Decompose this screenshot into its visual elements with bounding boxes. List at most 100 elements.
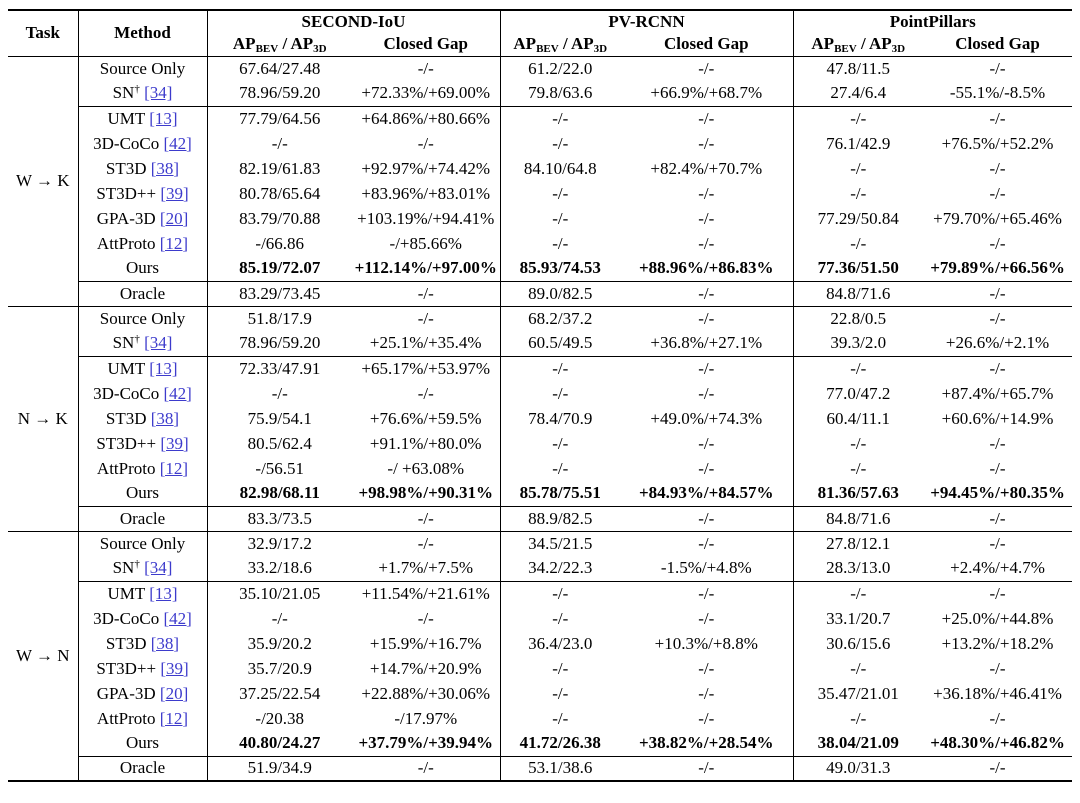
ap-label: AP — [811, 34, 835, 54]
citation-link[interactable]: [20] — [159, 683, 189, 703]
table-row: GPA-3D [20] 37.25/22.54 +22.88%/+30.06% -/-… — [8, 681, 1072, 706]
ap-sub-bev: BEV — [255, 43, 279, 56]
ap-value-cell: 80.5/62.4 — [206, 431, 352, 456]
method-cell: ST3D [38] — [77, 406, 207, 431]
method-cell: Source Only — [77, 56, 207, 81]
header-row-subcolumns: APBEV / AP3D Closed Gap APBEV / AP3D Clo… — [8, 33, 1073, 57]
citation-link[interactable]: [39] — [160, 658, 189, 678]
table-row: UMT [13] 35.10/21.05 +11.54%/+21.61% -/- -/-… — [8, 581, 1072, 606]
closed-gap-cell: +36.18%/+46.41% — [933, 683, 1062, 703]
ap-value-cell: -/- — [206, 131, 352, 156]
ap-value-cell: 83.79/70.88 — [206, 206, 352, 231]
method-label: ST3D++ — [96, 183, 157, 203]
citation-link[interactable]: [38] — [150, 158, 180, 178]
method-cell: UMT [13] — [77, 356, 207, 381]
closed-gap-cell: +10.3%/+8.8% — [654, 633, 758, 653]
column-header-task: Task — [8, 9, 78, 57]
ap-value-cell: 61.2/22.0 — [499, 56, 620, 81]
closed-gap-cell: +87.4%/+65.7% — [941, 383, 1054, 403]
citation-link[interactable]: [38] — [150, 633, 180, 653]
ap-value-cell: -/- — [499, 581, 620, 606]
closed-gap-cell: -/- — [698, 233, 715, 253]
closed-gap-cell: +92.97%/+74.42% — [361, 158, 491, 178]
table-row: ST3D++ [39] 35.7/20.9 +14.7%/+20.9% -/- -/- -… — [8, 656, 1072, 681]
citation-link[interactable]: [34] — [144, 558, 173, 578]
ap-sub-3d: 3D — [593, 43, 608, 56]
closed-gap-cell: +94.45%/+80.35% — [930, 483, 1065, 503]
closed-gap-cell: -/- — [698, 183, 715, 203]
ap-value-cell: 89.0/82.5 — [499, 280, 620, 307]
citation-link[interactable]: [34] — [144, 83, 173, 103]
citation-link[interactable]: [39] — [160, 433, 189, 453]
closed-gap-cell: -/- — [989, 183, 1006, 203]
method-label: UMT — [107, 108, 145, 128]
closed-gap-cell: -/- — [417, 533, 434, 553]
method-cell: ST3D++ [39] — [77, 181, 207, 206]
ap-sub-bev: BEV — [536, 43, 559, 56]
ap-label: / AP — [856, 34, 892, 54]
ap-value-cell: -/- — [499, 206, 620, 231]
citation-link[interactable]: [34] — [144, 333, 173, 353]
closed-gap-cell: +98.98%/+90.31% — [358, 483, 494, 503]
citation-link[interactable]: [13] — [149, 108, 178, 128]
citation-link[interactable]: [42] — [163, 383, 192, 403]
ap-value-cell: -/- — [499, 706, 620, 731]
citation-link[interactable]: [42] — [163, 608, 192, 628]
table-row: AttProto [12] -/56.51 -/ +63.08% -/- -/- -/- -… — [8, 456, 1072, 481]
table-body: W → K Source Only 67.64/27.48 -/- 61.2/22.0 -… — [8, 56, 1073, 782]
closed-gap-cell: +82.4%/+70.7% — [650, 158, 763, 178]
method-cell: Oracle — [77, 755, 207, 782]
subheader-ap-pointpillars: APBEV / AP3D — [792, 33, 924, 57]
ap-value-cell: 30.6/15.6 — [792, 631, 924, 656]
method-cell: AttProto [12] — [77, 456, 207, 481]
ap-value-cell: 32.9/17.2 — [206, 531, 352, 556]
table-row: AttProto [12] -/66.86 -/+85.66% -/- -/- -/- -/… — [8, 231, 1072, 256]
closed-gap-cell: -/- — [989, 433, 1006, 453]
method-label: 3D-CoCo — [93, 133, 160, 153]
ap-value-cell: 35.9/20.2 — [206, 631, 352, 656]
closed-gap-cell: -/- — [698, 608, 715, 628]
closed-gap-cell: -/- — [698, 683, 715, 703]
citation-link[interactable]: [12] — [159, 233, 189, 253]
closed-gap-cell: -/- — [923, 280, 1073, 307]
ap-sub-3d: 3D — [313, 43, 327, 56]
closed-gap-cell: -/- — [989, 308, 1006, 328]
closed-gap-cell: -/- — [352, 505, 500, 532]
ap-value-cell: 41.72/26.38 — [499, 731, 620, 756]
citation-link[interactable]: [12] — [159, 458, 189, 478]
citation-link[interactable]: [13] — [149, 583, 178, 603]
table-row: ST3D++ [39] 80.78/65.64 +83.96%/+83.01% -/-… — [8, 181, 1072, 206]
method-cell: 3D-CoCo [42] — [77, 131, 207, 156]
method-label: AttProto — [96, 233, 156, 253]
table-row: ST3D [38] 35.9/20.2 +15.9%/+16.7% 36.4/23.0… — [8, 631, 1072, 656]
ap-value-cell: 84.10/64.8 — [499, 156, 620, 181]
citation-link[interactable]: [39] — [160, 183, 189, 203]
ap-value-cell: 85.93/74.53 — [499, 256, 620, 281]
ap-value-cell: -/- — [499, 456, 620, 481]
closed-gap-cell: -/- — [417, 608, 434, 628]
dagger-superscript: † — [134, 333, 140, 346]
citation-link[interactable]: [42] — [163, 133, 192, 153]
table-row: ST3D [38] 75.9/54.1 +76.6%/+59.5% 78.4/70.9… — [8, 406, 1072, 431]
method-label: Ours — [125, 483, 160, 503]
table-row: W → N Source Only 32.9/17.2 -/- 34.5/21.5 -/-… — [8, 531, 1072, 782]
citation-link[interactable]: [12] — [159, 708, 189, 728]
citation-link[interactable]: [13] — [149, 358, 178, 378]
ap-label: / AP — [558, 34, 594, 54]
column-header-method: Method — [77, 9, 207, 57]
method-cell: Ours — [77, 481, 207, 506]
method-cell: Source Only — [77, 306, 207, 331]
closed-gap-cell: -/- — [989, 158, 1006, 178]
ap-value-cell: 34.2/22.3 — [499, 556, 620, 582]
table-row: Ours 40.80/24.27 +37.79%/+39.94% 41.72/26.3… — [8, 731, 1072, 756]
citation-link[interactable]: [20] — [159, 208, 189, 228]
closed-gap-cell: -/- — [989, 358, 1006, 378]
citation-link[interactable]: [38] — [150, 408, 180, 428]
closed-gap-cell: -/- — [352, 755, 500, 782]
closed-gap-cell: -/- — [989, 108, 1006, 128]
closed-gap-cell: -/- — [698, 58, 715, 78]
closed-gap-cell: -/17.97% — [394, 708, 458, 728]
ap-value-cell: -/- — [499, 381, 620, 406]
closed-gap-cell: +14.7%/+20.9% — [369, 658, 482, 678]
ap-value-cell: 60.5/49.5 — [499, 331, 620, 357]
